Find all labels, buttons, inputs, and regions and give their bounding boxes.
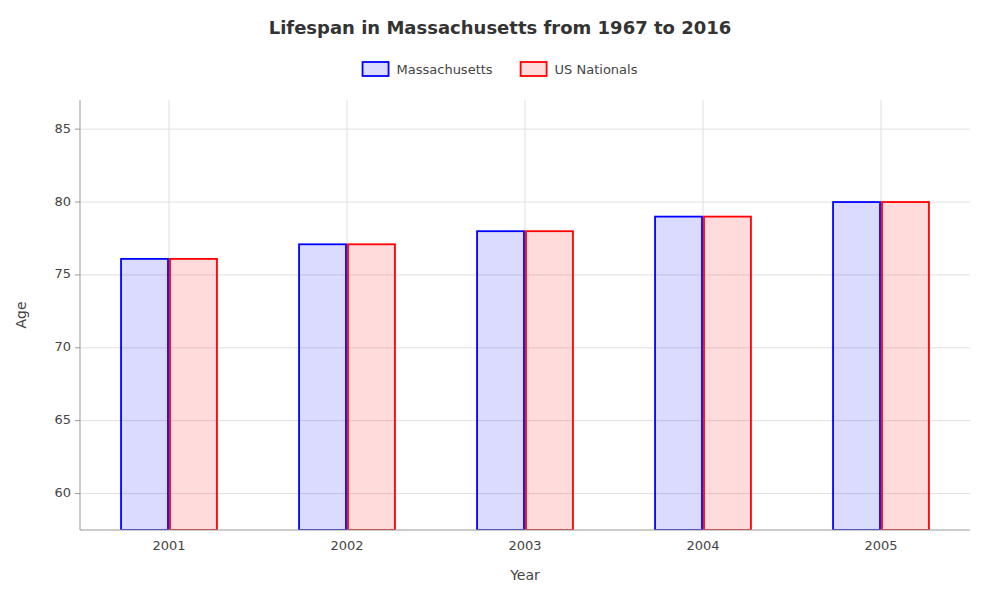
bar	[655, 217, 702, 530]
y-tick-label: 65	[54, 412, 71, 427]
title: Lifespan in Massachusetts from 1967 to 2…	[269, 17, 732, 38]
bar	[121, 259, 168, 530]
chart-svg: 60 65 70 75 80 85 2001 2002 2003 2004 2005 Year Age L…	[0, 0, 1000, 600]
grid	[80, 100, 970, 530]
bar	[704, 217, 751, 530]
bar	[170, 259, 217, 530]
y-tick	[75, 129, 80, 130]
legend-label: US Nationals	[555, 62, 638, 77]
bar	[477, 231, 524, 530]
legend-item: Massachusetts	[363, 62, 493, 77]
bar	[299, 244, 346, 530]
y-tick	[75, 493, 80, 494]
y-tick-label: 75	[54, 266, 71, 281]
x-axis-line	[80, 530, 970, 531]
bars	[121, 202, 929, 530]
y-tick-label: 60	[54, 485, 71, 500]
bar	[833, 202, 880, 530]
bar	[526, 231, 573, 530]
legend-swatch	[363, 62, 389, 76]
y-tick	[75, 202, 80, 203]
legend-swatch	[521, 62, 547, 76]
legend-item: US Nationals	[521, 62, 638, 77]
legend: Massachusetts US Nationals	[363, 62, 638, 77]
bar	[882, 202, 929, 530]
x-tick-label: 2001	[152, 538, 185, 553]
y-tick	[75, 274, 80, 275]
axes: 60 65 70 75 80 85 2001 2002 2003 2004 2005	[54, 100, 970, 553]
y-tick-label: 85	[54, 121, 71, 136]
x-tick-label: 2004	[686, 538, 719, 553]
x-tick-label: 2003	[508, 538, 541, 553]
y-axis-label: Age	[13, 301, 29, 328]
y-tick-label: 80	[54, 194, 71, 209]
y-tick-label: 70	[54, 339, 71, 354]
y-axis-line	[80, 100, 81, 530]
x-axis-label: Year	[509, 567, 540, 583]
y-tick	[75, 420, 80, 421]
bar	[348, 244, 395, 530]
y-tick	[75, 347, 80, 348]
legend-label: Massachusetts	[397, 62, 493, 77]
chart-container: 60 65 70 75 80 85 2001 2002 2003 2004 2005 Year Age L…	[0, 0, 1000, 600]
x-tick-label: 2002	[330, 538, 363, 553]
x-tick-label: 2005	[864, 538, 897, 553]
